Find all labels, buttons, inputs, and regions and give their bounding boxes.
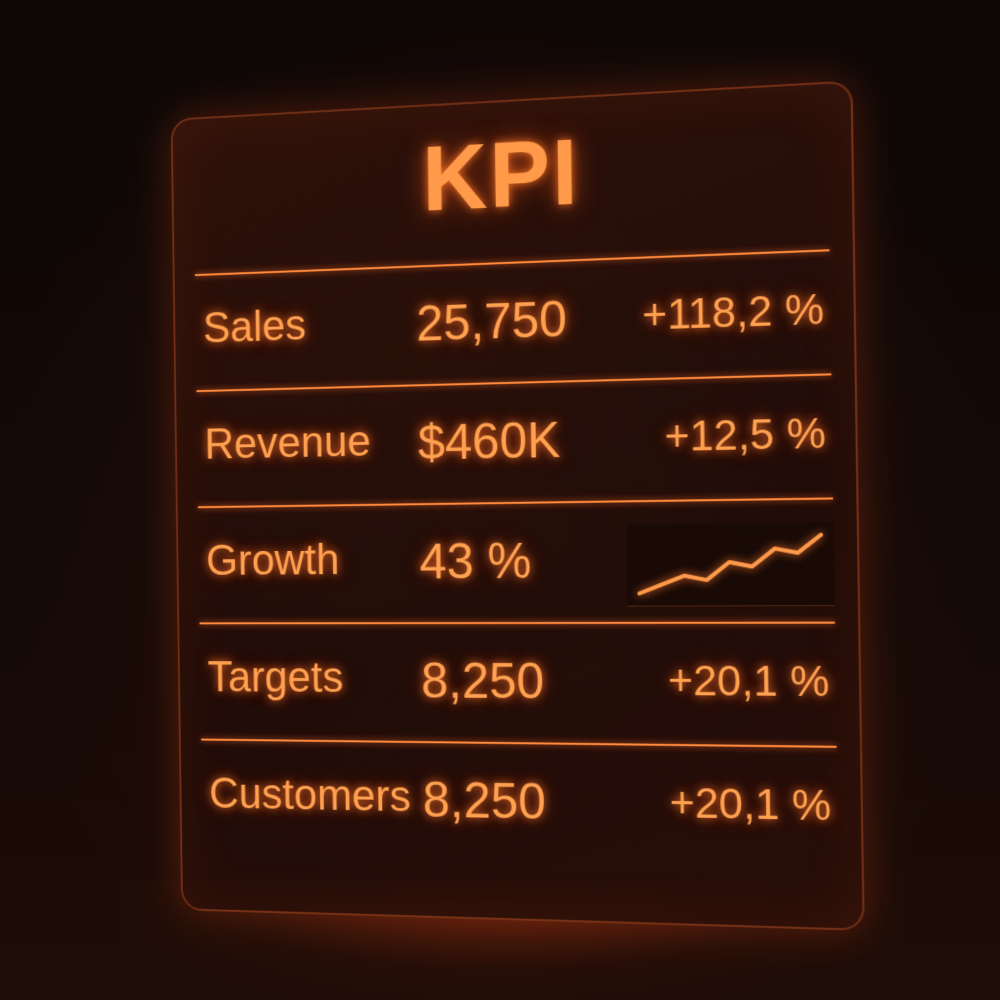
sparkline-line xyxy=(639,535,822,594)
kpi-value: 8,250 xyxy=(421,652,545,710)
kpi-change: +12,5 % xyxy=(664,409,826,462)
kpi-value: 8,250 xyxy=(422,771,546,831)
kpi-change: +118,2 % xyxy=(642,285,825,340)
sparkline-chart xyxy=(626,522,834,605)
kpi-change: +20,1 % xyxy=(668,656,830,706)
kpi-row-targets: Targets 8,250 +20,1 % xyxy=(179,624,860,746)
panel-title: KPI xyxy=(173,105,853,243)
kpi-panel: KPI Sales 25,750 +118,2 % Revenue $460K … xyxy=(171,80,865,931)
growth-sparkline xyxy=(626,522,834,606)
kpi-label: Sales xyxy=(203,301,307,353)
kpi-row-revenue: Revenue $460K +12,5 % xyxy=(176,375,856,507)
kpi-row-customers: Customers 8,250 +20,1 % xyxy=(181,740,862,870)
kpi-label: Targets xyxy=(207,653,343,702)
kpi-value: 43 % xyxy=(419,532,532,591)
kpi-label: Customers xyxy=(209,770,411,823)
kpi-change: +20,1 % xyxy=(669,778,831,830)
kpi-row-growth: Growth 43 % xyxy=(178,499,858,622)
kpi-label: Revenue xyxy=(204,417,371,469)
kpi-label: Growth xyxy=(206,536,340,586)
kpi-value: 25,750 xyxy=(416,290,567,353)
kpi-value: $460K xyxy=(418,411,561,472)
